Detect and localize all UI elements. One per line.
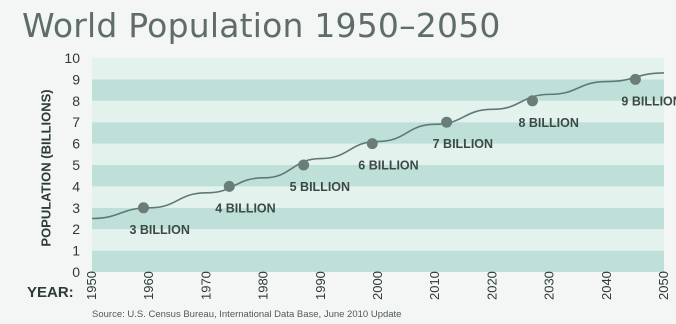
grid-band xyxy=(92,79,664,101)
x-tick-label: 2010 xyxy=(427,271,442,300)
chart-title: World Population 1950–2050 xyxy=(22,6,501,45)
y-tick-label: 1 xyxy=(72,243,80,259)
milestone-marker xyxy=(298,159,310,171)
grid-band xyxy=(92,250,664,272)
milestone-marker xyxy=(223,180,235,192)
milestone-label: 6 BILLION xyxy=(358,159,418,173)
x-tick-label: 1990 xyxy=(313,271,328,300)
milestone-labels: 3 BILLION 4 BILLION 5 BILLION 6 BILLION 7 BI… xyxy=(129,94,676,236)
grid-band xyxy=(92,165,664,187)
x-axis-label: YEAR: xyxy=(27,284,74,301)
milestone-marker xyxy=(441,116,453,128)
milestone-label: 7 BILLION xyxy=(433,137,493,151)
y-tick-label: 2 xyxy=(72,221,80,237)
grid-band xyxy=(92,207,664,230)
grid-band xyxy=(92,186,664,208)
y-tick-label: 3 xyxy=(72,200,80,216)
milestone-label: 9 BILLION xyxy=(621,94,676,108)
y-tick-label: 6 xyxy=(72,136,80,152)
x-tick-label: 1970 xyxy=(198,271,213,300)
milestone-markers xyxy=(137,73,641,214)
grid-band xyxy=(92,122,664,144)
x-tick-labels: 1950 1960 1970 1980 1990 2000 2010 2020 2030 2040… xyxy=(84,271,671,300)
y-tick-label: 9 xyxy=(72,71,80,87)
x-tick-label: 2030 xyxy=(542,271,557,300)
y-tick-label: 8 xyxy=(72,93,80,109)
x-tick-label: 2050 xyxy=(656,271,671,300)
population-line xyxy=(91,72,665,220)
x-tick-label: 2000 xyxy=(370,271,385,300)
milestone-label: 8 BILLION xyxy=(518,116,578,130)
milestone-label: 5 BILLION xyxy=(290,180,350,194)
x-tick-label: 2020 xyxy=(484,271,499,300)
y-tick-labels: 0 1 2 3 4 5 6 7 8 9 10 xyxy=(64,50,80,280)
milestone-marker xyxy=(366,138,378,150)
x-tick-label: 1980 xyxy=(256,271,271,300)
y-tick-label: 0 xyxy=(72,264,80,280)
x-tick-label: 2040 xyxy=(599,271,614,300)
x-tick-label: 1960 xyxy=(141,271,156,300)
grid-band xyxy=(92,143,664,165)
y-tick-label: 5 xyxy=(72,157,80,173)
y-tick-label: 7 xyxy=(72,114,80,130)
grid-bands xyxy=(92,58,664,272)
milestone-label: 3 BILLION xyxy=(129,223,189,237)
milestone-marker xyxy=(526,95,538,107)
milestone-label: 4 BILLION xyxy=(215,201,275,215)
y-tick-label: 4 xyxy=(72,178,80,194)
y-tick-label: 10 xyxy=(64,50,80,66)
grid-band xyxy=(92,100,664,123)
milestone-marker xyxy=(629,73,641,85)
x-tick-label: 1950 xyxy=(84,271,99,300)
milestone-marker xyxy=(137,202,149,214)
grid-band xyxy=(92,58,664,80)
source-note: Source: U.S. Census Bureau, Internationa… xyxy=(92,309,402,320)
grid-band xyxy=(92,229,664,251)
